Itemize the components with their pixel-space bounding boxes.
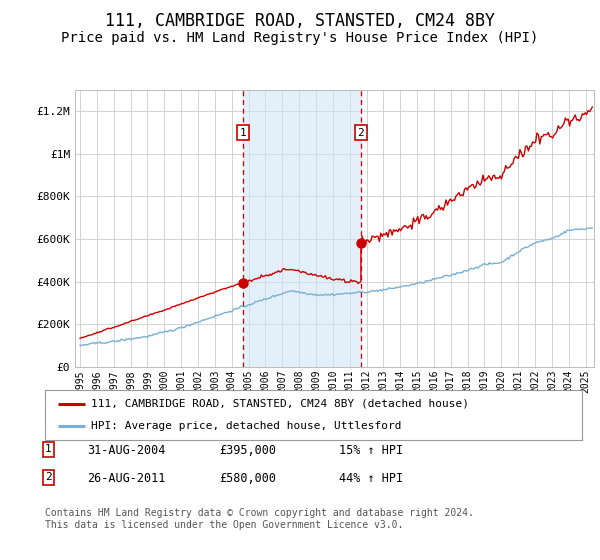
Text: Price paid vs. HM Land Registry's House Price Index (HPI): Price paid vs. HM Land Registry's House … [61,31,539,45]
Text: HPI: Average price, detached house, Uttlesford: HPI: Average price, detached house, Uttl… [91,421,401,431]
Text: 1: 1 [45,444,52,454]
Text: 2: 2 [358,128,364,138]
Text: 111, CAMBRIDGE ROAD, STANSTED, CM24 8BY: 111, CAMBRIDGE ROAD, STANSTED, CM24 8BY [105,12,495,30]
Text: 44% ↑ HPI: 44% ↑ HPI [339,472,403,485]
Text: 2: 2 [45,472,52,482]
Text: 31-AUG-2004: 31-AUG-2004 [87,444,166,457]
Text: Contains HM Land Registry data © Crown copyright and database right 2024.
This d: Contains HM Land Registry data © Crown c… [45,508,474,530]
Text: 26-AUG-2011: 26-AUG-2011 [87,472,166,485]
Text: £395,000: £395,000 [219,444,276,457]
Text: £580,000: £580,000 [219,472,276,485]
Text: 111, CAMBRIDGE ROAD, STANSTED, CM24 8BY (detached house): 111, CAMBRIDGE ROAD, STANSTED, CM24 8BY … [91,399,469,409]
Bar [243,90,361,367]
Text: 15% ↑ HPI: 15% ↑ HPI [339,444,403,457]
Text: 1: 1 [239,128,247,138]
